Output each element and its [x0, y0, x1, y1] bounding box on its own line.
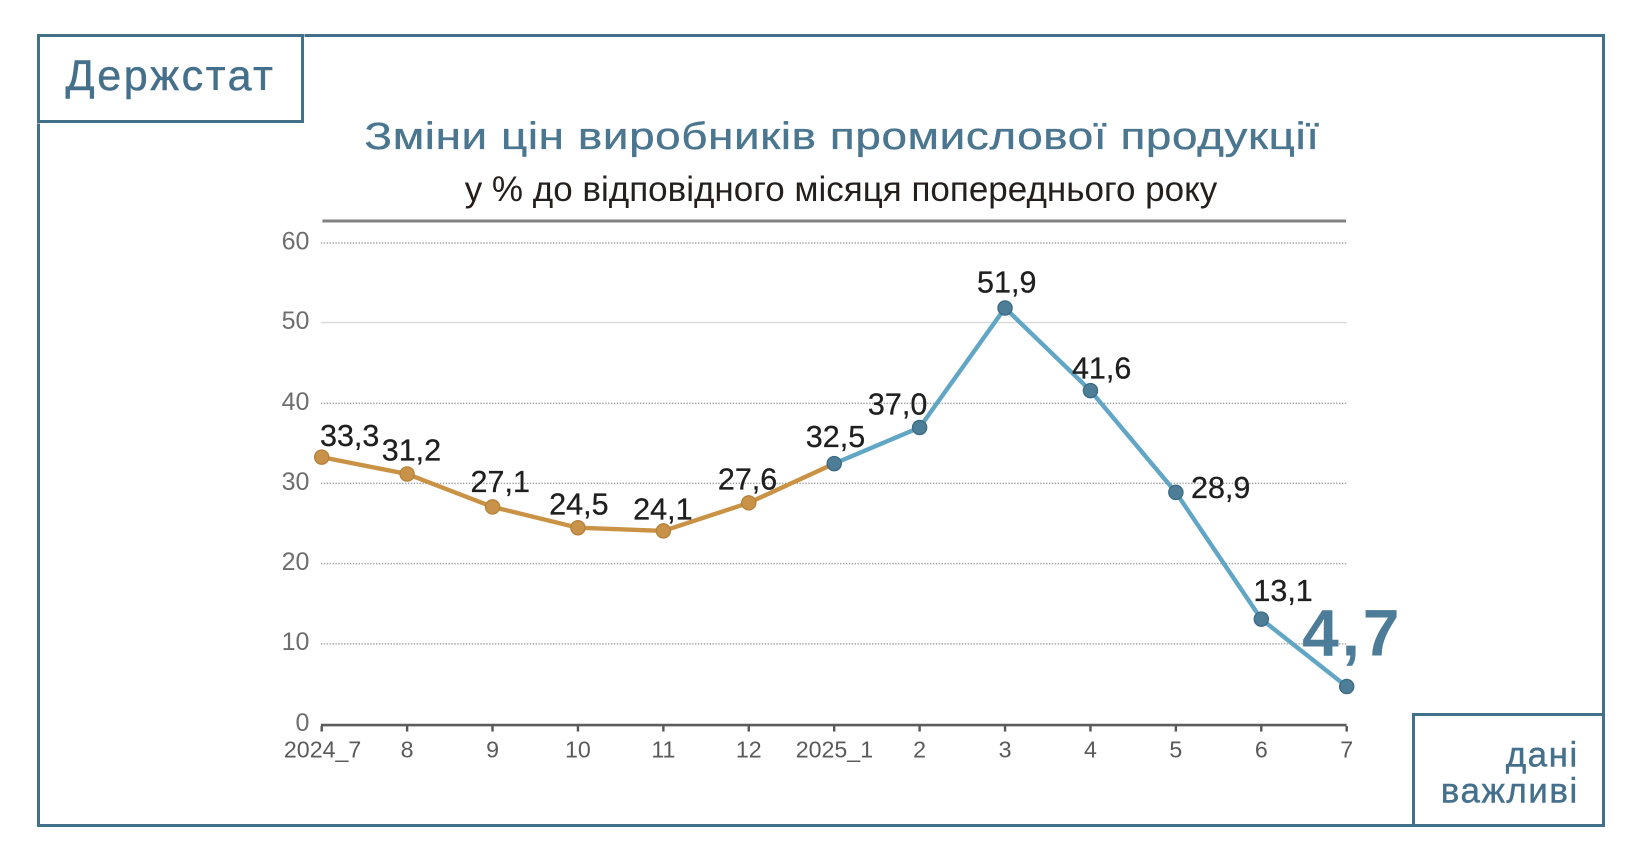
svg-text:31,2: 31,2	[382, 434, 441, 468]
svg-text:12: 12	[736, 736, 762, 762]
svg-text:32,5: 32,5	[806, 420, 865, 454]
svg-text:4: 4	[1084, 736, 1097, 762]
svg-text:30: 30	[282, 468, 310, 496]
svg-text:60: 60	[282, 227, 310, 255]
svg-text:2: 2	[913, 736, 926, 762]
svg-text:27,6: 27,6	[718, 462, 777, 496]
svg-text:важливі: важливі	[1441, 772, 1579, 811]
svg-text:37,0: 37,0	[868, 387, 927, 421]
svg-text:10: 10	[565, 736, 591, 762]
svg-text:28,9: 28,9	[1191, 471, 1250, 505]
svg-text:50: 50	[282, 307, 310, 335]
svg-text:4,7: 4,7	[1302, 596, 1402, 670]
svg-text:10: 10	[282, 628, 310, 656]
svg-text:11: 11	[651, 736, 675, 762]
svg-text:33,3: 33,3	[320, 419, 379, 453]
svg-text:20: 20	[282, 548, 310, 576]
svg-text:24,1: 24,1	[633, 492, 692, 526]
svg-text:8: 8	[401, 736, 414, 762]
svg-text:5: 5	[1169, 736, 1182, 762]
svg-text:6: 6	[1255, 736, 1268, 762]
svg-text:13,1: 13,1	[1253, 574, 1312, 608]
svg-text:дані: дані	[1506, 735, 1579, 774]
svg-text:9: 9	[486, 736, 499, 762]
svg-text:27,1: 27,1	[471, 465, 530, 499]
svg-text:7: 7	[1340, 736, 1353, 762]
svg-text:3: 3	[999, 736, 1012, 762]
svg-text:24,5: 24,5	[549, 488, 608, 522]
svg-text:2025_1: 2025_1	[796, 736, 873, 762]
svg-text:51,9: 51,9	[977, 265, 1036, 299]
svg-text:41,6: 41,6	[1072, 351, 1131, 385]
svg-text:40: 40	[282, 388, 310, 416]
svg-text:0: 0	[295, 709, 309, 737]
svg-text:2024_7: 2024_7	[284, 736, 361, 762]
